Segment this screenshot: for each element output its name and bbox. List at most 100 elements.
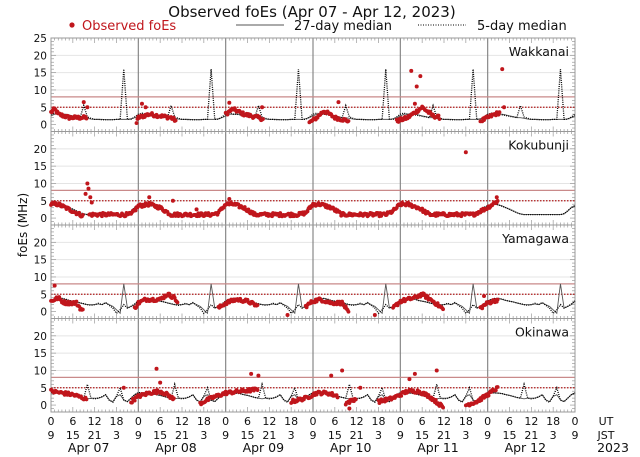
x-tick-label-jst: 21 xyxy=(88,429,102,442)
ut-label: UT xyxy=(599,415,614,428)
panel-yamagawa: 0 5 10 15 20 Yamagawa xyxy=(34,224,576,319)
x-tick-label-ut: 18 xyxy=(110,415,124,428)
observed-point xyxy=(62,299,67,303)
observed-point xyxy=(441,405,445,410)
observed-point xyxy=(154,366,159,371)
observed-point xyxy=(194,207,199,212)
y-tick-label: 20 xyxy=(34,237,47,249)
legend-5day-label: 5-day median xyxy=(477,19,567,34)
observed-point xyxy=(353,397,358,402)
observed-point xyxy=(227,100,232,105)
observed-point xyxy=(409,68,414,73)
x-tick-label-ut: 0 xyxy=(310,415,317,428)
observed-point xyxy=(285,313,290,318)
x-tick-label-jst: 15 xyxy=(415,429,429,442)
observed-point xyxy=(358,385,363,390)
x-tick-label-ut: 0 xyxy=(484,415,491,428)
observed-point xyxy=(463,150,468,155)
x-tick-label-jst: 21 xyxy=(524,429,538,442)
observed-point xyxy=(412,101,417,106)
observed-point xyxy=(134,121,139,125)
y-tick-label: 15 xyxy=(34,161,47,173)
observed-point xyxy=(256,373,261,378)
y-tick-label: 15 xyxy=(34,68,47,80)
observed-point xyxy=(147,195,152,200)
observed-point xyxy=(346,309,351,314)
observed-point xyxy=(80,307,85,312)
y-tick-label: 0 xyxy=(40,213,47,225)
observed-point xyxy=(346,119,351,123)
observed-point xyxy=(479,398,484,403)
observed-point xyxy=(434,368,439,373)
observed-point xyxy=(500,67,505,72)
x-tick-label-jst: 21 xyxy=(437,429,451,442)
station-label: Okinawa xyxy=(515,325,569,340)
observed-point xyxy=(170,198,175,203)
observed-point xyxy=(81,100,86,105)
day-label: Apr 12 xyxy=(505,440,547,455)
x-tick-label-jst: 21 xyxy=(175,429,189,442)
observed-point xyxy=(399,393,404,398)
day-label: Apr 10 xyxy=(330,440,372,455)
year-label: 2023 xyxy=(597,440,629,455)
x-tick-label-ut: 12 xyxy=(350,415,364,428)
y-tick-label: 10 xyxy=(34,272,47,284)
x-tick-label-jst: 21 xyxy=(262,429,276,442)
observed-point xyxy=(329,373,334,378)
y-tick-label: 5 xyxy=(40,196,47,208)
observed-point xyxy=(412,371,417,376)
observed-point xyxy=(495,297,500,302)
x-tick-label-ut: 0 xyxy=(222,415,229,428)
observed-point xyxy=(121,385,126,390)
observed-point xyxy=(80,213,85,217)
observed-point xyxy=(330,391,335,395)
observed-point xyxy=(335,395,340,400)
observed-point xyxy=(261,117,265,121)
observed-point xyxy=(347,406,352,411)
observed-point xyxy=(246,207,251,212)
day-label: Apr 11 xyxy=(417,440,459,455)
observed-point xyxy=(158,380,163,385)
x-tick-label-ut: 12 xyxy=(437,415,451,428)
x-tick-label-jst: 15 xyxy=(241,429,255,442)
observed-point xyxy=(88,195,93,200)
day-label: Apr 08 xyxy=(155,440,197,455)
observed-point xyxy=(52,283,57,288)
observed-point xyxy=(407,377,412,382)
x-tick-label-ut: 12 xyxy=(175,415,189,428)
observed-point xyxy=(260,105,265,110)
x-tick-label-jst: 3 xyxy=(550,429,557,442)
x-tick-label-ut: 18 xyxy=(372,415,386,428)
x-tick-label-jst: 15 xyxy=(153,429,167,442)
observed-point xyxy=(347,401,352,405)
observed-point xyxy=(414,84,419,89)
x-tick-label-jst: 21 xyxy=(350,429,364,442)
observed-point xyxy=(340,368,345,373)
y-tick-label: 10 xyxy=(34,85,47,97)
x-tick-label-jst: 3 xyxy=(113,429,120,442)
x-tick-label-jst: 15 xyxy=(328,429,342,442)
day-label: Apr 07 xyxy=(68,440,110,455)
observed-point xyxy=(436,113,441,118)
x-tick-label-ut: 0 xyxy=(135,415,142,428)
observed-point xyxy=(372,313,377,318)
x-tick-label-jst: 3 xyxy=(462,429,469,442)
y-tick-label: 10 xyxy=(34,365,47,377)
day-label: Apr 09 xyxy=(243,440,285,455)
station-label: Wakkanai xyxy=(509,44,569,59)
legend-observed-label: Observed foEs xyxy=(82,19,176,34)
observed-point xyxy=(441,307,445,312)
x-tick-label-ut: 6 xyxy=(244,415,251,428)
observed-point xyxy=(89,200,94,205)
y-tick-label: 20 xyxy=(34,331,47,343)
observed-point xyxy=(486,393,491,398)
panel-wakkanai: 0 5 10 15 20 25 Wakkanai xyxy=(34,33,576,132)
observed-point xyxy=(437,117,442,121)
observed-point xyxy=(227,197,232,202)
y-tick-label: 20 xyxy=(34,144,47,156)
x-tick-label-jst: 9 xyxy=(48,429,55,442)
observed-point xyxy=(337,299,342,304)
x-tick-label-ut: 0 xyxy=(48,415,55,428)
observed-point xyxy=(171,396,176,401)
